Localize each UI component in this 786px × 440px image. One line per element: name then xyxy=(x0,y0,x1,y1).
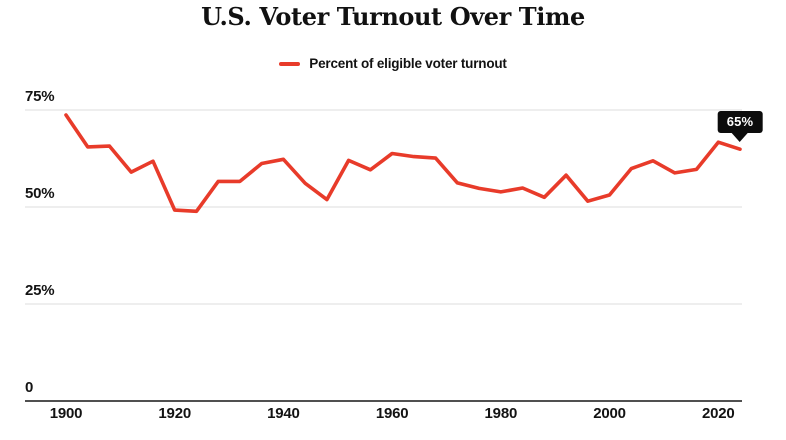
y-tick-label: 75% xyxy=(25,88,55,105)
value-tooltip: 65% xyxy=(717,111,763,143)
x-tick-label: 1960 xyxy=(375,405,409,422)
x-tick-label: 1900 xyxy=(49,405,83,422)
tooltip-arrow-icon xyxy=(732,133,748,143)
tooltip-value: 65% xyxy=(726,114,754,130)
legend-label: Percent of eligible voter turnout xyxy=(309,56,507,71)
x-tick-label: 2000 xyxy=(593,405,626,422)
y-tick-label: 50% xyxy=(25,185,55,202)
x-tick-label: 2020 xyxy=(701,405,735,422)
legend-line-swatch xyxy=(279,61,301,66)
y-tick-label: 0 xyxy=(25,379,34,396)
chart-title: U.S. Voter Turnout Over Time xyxy=(201,2,585,31)
x-tick-label: 1940 xyxy=(267,405,300,422)
legend: Percent of eligible voter turnout xyxy=(0,56,786,71)
turnout-line[interactable] xyxy=(64,113,742,214)
x-tick-label: 1980 xyxy=(484,405,518,422)
y-tick-label: 25% xyxy=(25,282,55,299)
x-tick-label: 1920 xyxy=(158,405,191,422)
